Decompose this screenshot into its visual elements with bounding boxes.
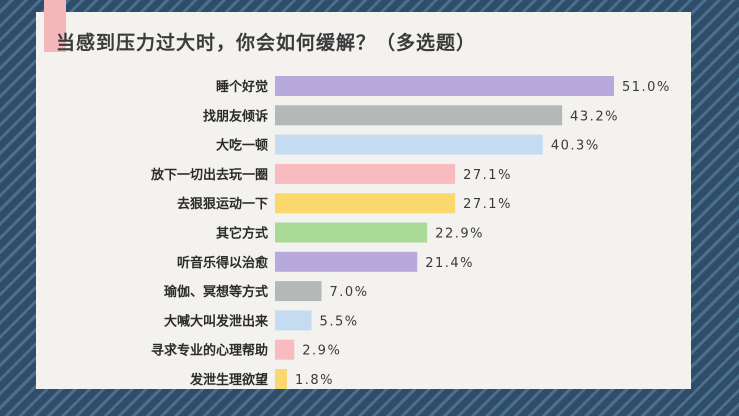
category-label: 放下一切出去玩一圈 — [150, 167, 268, 183]
category-label: 发泄生理欲望 — [189, 372, 268, 388]
bar — [275, 222, 428, 243]
bar — [275, 251, 418, 272]
bar — [275, 310, 312, 331]
bar — [275, 134, 543, 155]
value-label: 5.5% — [320, 314, 359, 329]
value-label: 22.9% — [435, 227, 484, 242]
value-label: 51.0% — [622, 80, 671, 95]
category-label: 去狠狠运动一下 — [177, 196, 268, 212]
value-label: 7.0% — [330, 285, 369, 300]
category-label: 大喊大叫发泄出来 — [164, 313, 269, 329]
category-label: 找朋友倾诉 — [203, 108, 268, 124]
value-label: 21.4% — [425, 256, 474, 271]
value-label: 43.2% — [570, 109, 619, 124]
bar — [275, 76, 614, 96]
value-label: 27.1% — [463, 168, 512, 183]
bookmark-ribbon — [44, 0, 66, 52]
category-label: 瑜伽、冥想等方式 — [164, 284, 268, 300]
category-label: 寻求专业的心理帮助 — [151, 343, 268, 359]
category-label: 其它方式 — [216, 226, 268, 242]
bar — [275, 339, 295, 360]
category-label: 大吃一顿 — [216, 138, 268, 154]
bar — [275, 163, 456, 184]
category-label: 睡个好觉 — [216, 79, 268, 95]
value-label: 27.1% — [463, 197, 512, 212]
bar — [275, 281, 322, 302]
chart-title: 当感到压力过大时，你会如何缓解？（多选题） — [56, 32, 477, 54]
bar — [275, 369, 287, 389]
category-label: 听音乐得以治愈 — [177, 255, 269, 271]
value-label: 40.3% — [551, 139, 600, 154]
value-label: 2.9% — [302, 344, 341, 359]
value-label: 1.8% — [295, 373, 334, 388]
bar — [275, 193, 456, 214]
bar — [275, 105, 563, 126]
